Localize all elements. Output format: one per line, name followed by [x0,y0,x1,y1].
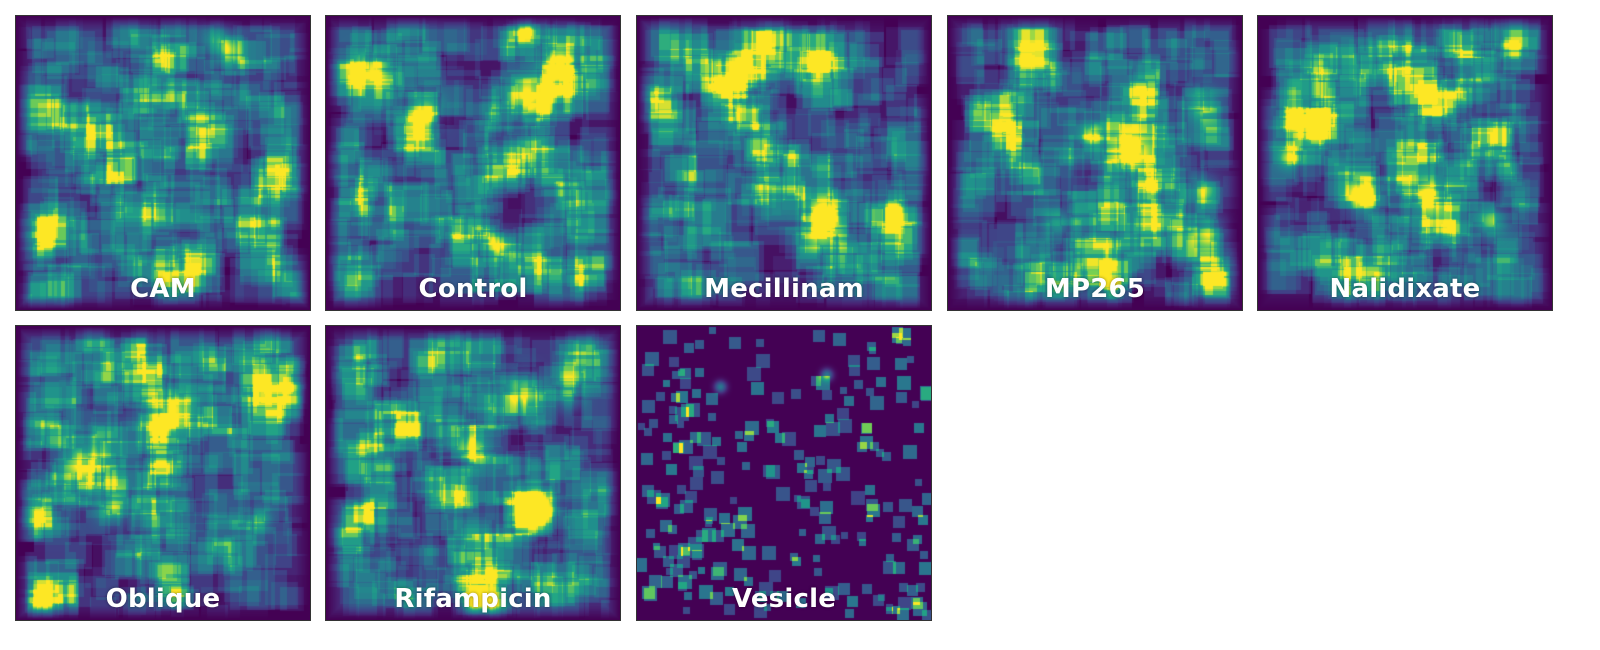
heatmap-canvas [326,326,620,620]
heatmap-canvas [16,16,310,310]
heatmap-panel-oblique: Oblique [15,325,311,621]
panel-label: Oblique [16,584,310,614]
heatmap-panel-mecillinam: Mecillinam [636,15,932,311]
panel-label: Vesicle [637,584,931,614]
heatmap-panel-control: Control [325,15,621,311]
panel-label: Mecillinam [637,274,931,304]
heatmap-canvas [948,16,1242,310]
panel-label: MP265 [948,274,1242,304]
heatmap-canvas [637,326,931,620]
heatmap-canvas [326,16,620,310]
heatmap-panel-cam: CAM [15,15,311,311]
heatmap-canvas [1258,16,1552,310]
heatmap-panel-nalidixate: Nalidixate [1257,15,1553,311]
panel-label: CAM [16,274,310,304]
heatmap-panel-mp265: MP265 [947,15,1243,311]
heatmap-panel-rifampicin: Rifampicin [325,325,621,621]
panel-label: Control [326,274,620,304]
panel-label: Rifampicin [326,584,620,614]
panel-label: Nalidixate [1258,274,1552,304]
heatmap-canvas [637,16,931,310]
heatmap-canvas [16,326,310,620]
heatmap-panel-vesicle: Vesicle [636,325,932,621]
